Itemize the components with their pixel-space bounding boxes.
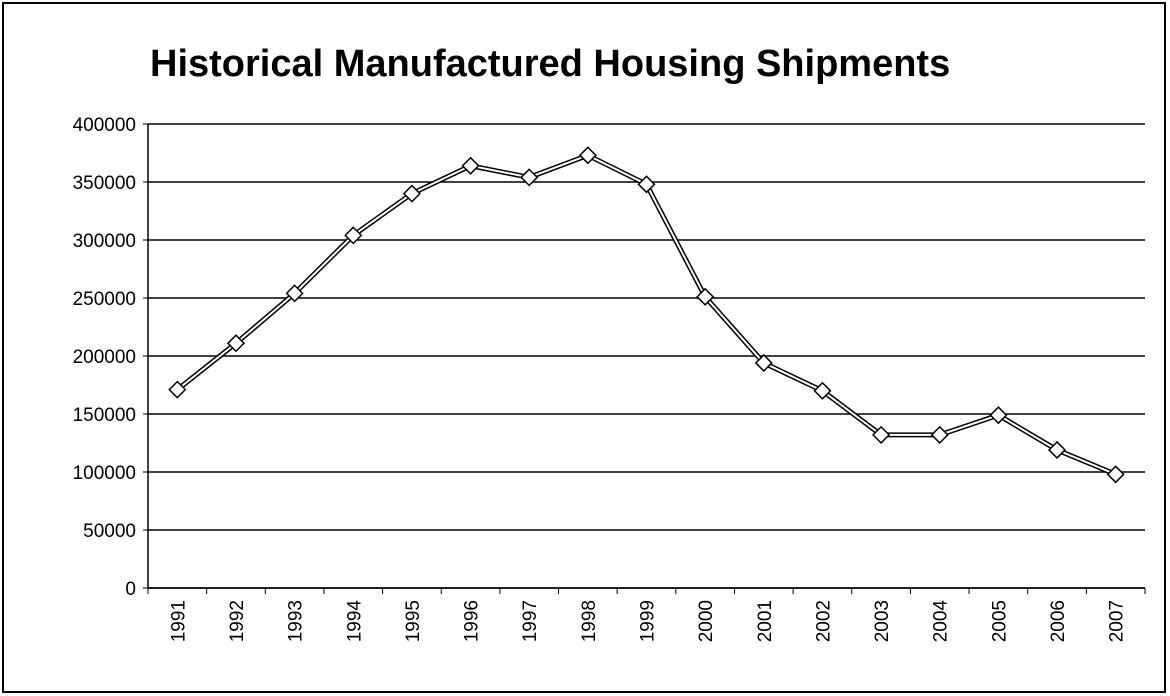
x-tick-label: 1991 bbox=[168, 600, 189, 642]
marker bbox=[930, 425, 949, 444]
x-tick-label: 1998 bbox=[579, 600, 600, 642]
x-tick-label: 2002 bbox=[813, 600, 834, 642]
x-tick-label: 1999 bbox=[638, 600, 659, 642]
chart-title: Historical Manufactured Housing Shipment… bbox=[150, 43, 950, 85]
x-tick-label: 1993 bbox=[286, 600, 307, 642]
marker bbox=[578, 146, 597, 165]
y-tick-label: 150000 bbox=[73, 405, 136, 426]
x-tick-label: 1995 bbox=[403, 600, 424, 642]
marker bbox=[168, 380, 187, 399]
y-tick-label: 300000 bbox=[73, 231, 136, 252]
y-tick-label: 400000 bbox=[73, 115, 136, 136]
y-tick-label: 50000 bbox=[83, 521, 136, 542]
marker bbox=[696, 287, 715, 306]
marker bbox=[754, 353, 773, 373]
x-tick-label: 2006 bbox=[1048, 600, 1069, 642]
x-tick-label: 2007 bbox=[1107, 600, 1128, 642]
marker bbox=[1106, 465, 1125, 484]
marker bbox=[872, 425, 891, 444]
marker bbox=[344, 226, 363, 245]
marker bbox=[461, 156, 480, 175]
x-tick-label: 2000 bbox=[696, 600, 717, 642]
x-tick-label: 2005 bbox=[989, 600, 1010, 642]
y-tick-label: 250000 bbox=[73, 289, 136, 310]
x-tick-label: 1994 bbox=[344, 600, 365, 643]
x-tick-label: 1996 bbox=[462, 600, 483, 642]
y-tick-label: 0 bbox=[125, 579, 136, 600]
marker bbox=[637, 175, 656, 194]
marker bbox=[226, 334, 246, 353]
marker bbox=[1047, 440, 1067, 460]
y-tick-label: 100000 bbox=[73, 463, 136, 484]
y-tick-label: 200000 bbox=[73, 347, 136, 368]
x-tick-label: 1997 bbox=[520, 600, 541, 642]
x-tick-label: 2001 bbox=[755, 600, 776, 642]
x-tick-label: 2004 bbox=[931, 600, 952, 643]
marker bbox=[989, 406, 1008, 425]
marker bbox=[520, 168, 539, 187]
marker bbox=[402, 184, 421, 203]
marker bbox=[813, 381, 832, 400]
y-tick-label: 350000 bbox=[73, 173, 136, 194]
x-tick-label: 2003 bbox=[872, 600, 893, 642]
marker bbox=[285, 284, 304, 303]
x-tick-label: 1992 bbox=[227, 600, 248, 642]
